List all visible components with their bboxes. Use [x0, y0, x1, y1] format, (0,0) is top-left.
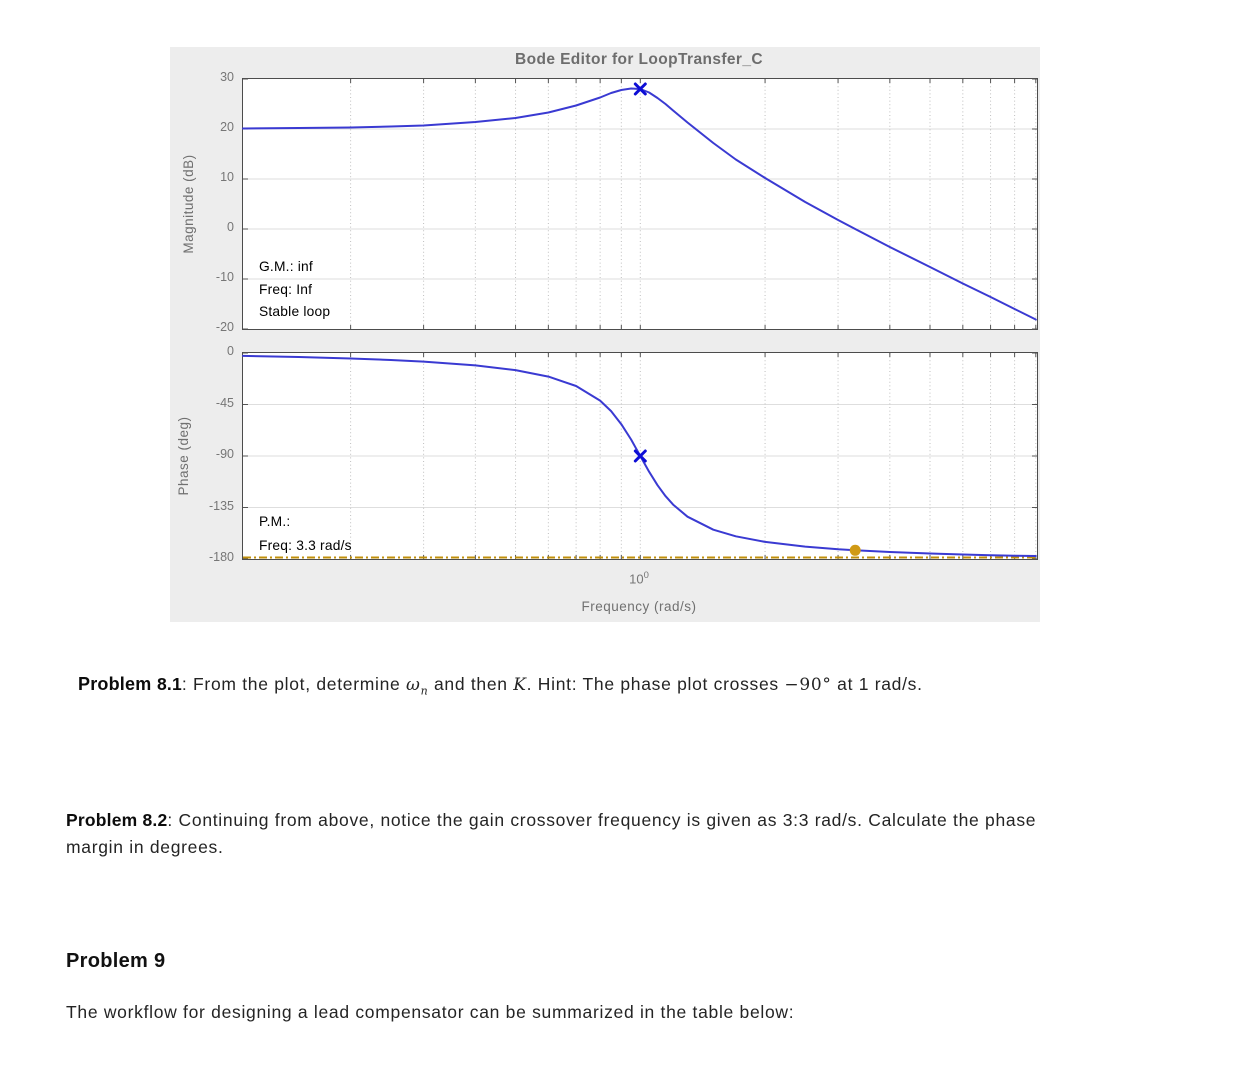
problem-9-heading: Problem 9 [66, 949, 166, 972]
figure-title: Bode Editor for LoopTransfer_C [515, 51, 763, 68]
y-tick-label: -45 [215, 395, 234, 410]
y-tick-label: -180 [208, 550, 234, 564]
resonant-peak-marker [633, 82, 647, 96]
K-symbol: K [513, 674, 527, 695]
phase-margin-annotation: P.M.: Freq: 3.3 rad/s [259, 510, 352, 558]
gm-freq: Freq: Inf [259, 281, 313, 297]
x-tick-label: 100 [242, 570, 1036, 586]
problem-9-text: The workflow for designing a lead compen… [66, 1001, 795, 1022]
phase-plot-canvas [242, 352, 1037, 560]
problem-8-1-text: at 1 rad/s. [831, 673, 923, 694]
y-tick-label: -10 [215, 270, 234, 284]
problem-8-2-heading: Problem 8.2 [66, 809, 168, 830]
y-tick-label: 30 [220, 70, 234, 84]
problem-8-1-number: 8.1 [156, 673, 182, 694]
problem-8-2: Problem 8.2: Continuing from above, noti… [66, 807, 1076, 861]
x-axis-label: Frequency (rad/s) [581, 599, 697, 614]
x-tick-base: 10 [629, 571, 644, 587]
y-tick-label: 0 [227, 220, 234, 234]
problem-8-1-heading: Problem [78, 673, 152, 694]
bode-editor-figure: Bode Editor for LoopTransfer_C Magnitude… [170, 47, 1040, 622]
pm-value: P.M.: [259, 514, 291, 529]
y-tick-label: -90 [215, 447, 234, 461]
magnitude-axis-label: Magnitude (dB) [181, 154, 196, 254]
open-loop-magnitude-curve [242, 87, 1037, 321]
y-tick-label: 10 [220, 170, 234, 184]
pm-freq: Freq: 3.3 rad/s [259, 538, 352, 553]
phase-crossover-marker [633, 449, 647, 463]
problem-8-1-text: . Hint: The phase plot crosses [526, 673, 785, 694]
y-tick-label: -135 [208, 498, 234, 513]
stability-text: Stable loop [259, 304, 331, 319]
y-tick-label: 20 [220, 120, 234, 134]
problem-8-1: Problem 8.1: From the plot, determine ωn… [78, 671, 1158, 704]
magnitude-plot-canvas [242, 78, 1037, 330]
y-tick-label: 0 [227, 344, 234, 358]
problem-8-2-text: : Continuing from above, notice the gain… [66, 809, 1037, 857]
minus-90-degrees: −90° [784, 674, 832, 695]
magnitude-plot: G.M.: inf Freq: Inf Stable loop [242, 78, 1038, 330]
phase-plot: P.M.: Freq: 3.3 rad/s [242, 352, 1038, 560]
open-loop-phase-curve [242, 354, 1037, 557]
x-tick-exponent: 0 [643, 570, 649, 581]
gm-value: G.M.: inf [259, 259, 313, 274]
phase-margin-marker [849, 544, 861, 556]
problem-8-1-text: and then [428, 673, 514, 694]
gain-margin-annotation: G.M.: inf Freq: Inf Stable loop [259, 256, 330, 324]
problem-8-1-text: : From the plot, determine [181, 673, 407, 694]
omega-n-symbol: ωn [406, 674, 429, 697]
y-tick-label: -20 [215, 320, 234, 334]
